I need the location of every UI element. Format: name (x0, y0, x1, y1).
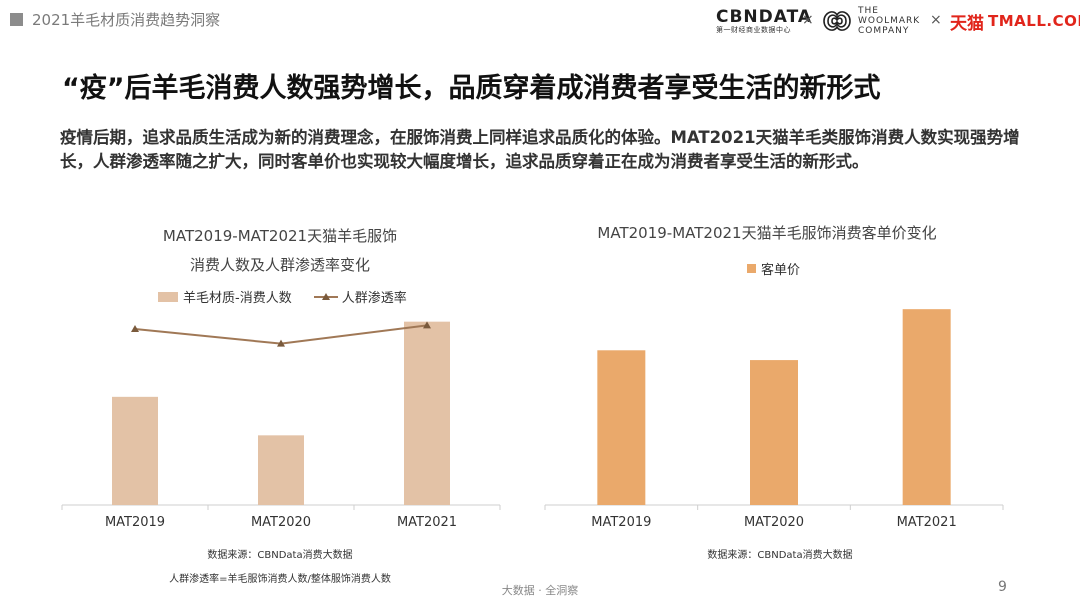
footer-tagline: 大数据 · 全洞察 (501, 584, 579, 597)
legend-bar-swatch (158, 291, 178, 302)
page-summary: 疫情后期，追求品质生活成为新的消费理念，在服饰消费上同样追求品质化的体验。MAT… (60, 128, 1020, 171)
woolmark-line-1: THE (858, 6, 879, 16)
right-chart-legend: 客单价 (747, 259, 800, 278)
legend-square-swatch (747, 264, 756, 273)
legend-item-unit-price: 客单价 (747, 259, 800, 278)
chart-1-x-tick-label: MAT2021 (897, 515, 957, 530)
chart-1-x-tick-label: MAT2019 (591, 515, 651, 530)
left-chart-title-line2: 消费人数及人群渗透率变化 (189, 256, 370, 274)
legend-label-unit-price: 客单价 (761, 263, 801, 278)
chart-0-x-tick-label: MAT2021 (397, 515, 457, 530)
times-separator-2: × (930, 12, 942, 28)
chart-0-x-tick-label: MAT2019 (105, 515, 165, 530)
tmall-logo-en: TMALL.COM (988, 12, 1080, 30)
left-chart-title-line1: MAT2019-MAT2021天猫羊毛服饰 (162, 227, 398, 245)
legend-line-triangle-icon (313, 292, 338, 300)
left-chart-source-note: 数据来源：CBNData消费大数据 (207, 550, 353, 561)
chart-1-bar-MAT2019 (597, 350, 646, 505)
cbndata-logo-subtitle: 第一财经商业数据中心 (716, 26, 791, 34)
chart-1-x-tick-label: MAT2020 (744, 515, 804, 530)
woolmark-line-3: COMPANY (858, 26, 910, 36)
header-square-icon (10, 13, 23, 26)
chart-0-bar-MAT2019 (112, 396, 158, 505)
chart-1-bar-MAT2021 (902, 309, 951, 505)
chart-0-bar-MAT2021 (404, 321, 450, 505)
page-headline: “疫”后羊毛消费人数强势增长，品质穿着成消费者享受生活的新形式 (62, 73, 881, 104)
woolmark-line-2: WOOLMARK (858, 16, 921, 26)
woolmark-logo-text: THE WOOLMARK COMPANY (858, 6, 920, 36)
chart-0-line-point-MAT2021 (423, 321, 431, 329)
chart-1-bar-MAT2020 (750, 360, 798, 505)
tmall-logo-cn: 天猫 (950, 14, 984, 34)
chart-0-x-tick-label: MAT2020 (251, 515, 311, 530)
report-title: 2021羊毛材质消费趋势洞察 (32, 11, 221, 29)
legend-label-penetration: 人群渗透率 (341, 291, 407, 306)
chart-0-bar-MAT2020 (258, 435, 304, 505)
left-chart-definition-note: 人群渗透率=羊毛服饰消费人数/整体服饰消费人数 (169, 574, 391, 585)
right-chart-source-note: 数据来源：CBNData消费大数据 (707, 550, 853, 561)
cbndata-logo: CBNDATA 第一财经商业数据中心 (716, 7, 813, 35)
times-separator-1: × (802, 12, 814, 28)
woolmark-icon (823, 11, 851, 31)
page-number: 9 (998, 579, 1007, 595)
chart-0-line-point-MAT2019 (131, 325, 139, 332)
legend-item-consumers: 羊毛材质-消费人数 (158, 287, 292, 306)
chart-0-line-point-MAT2020 (277, 339, 285, 347)
right-chart-title: MAT2019-MAT2021天猫羊毛服饰消费客单价变化 (597, 224, 937, 242)
cbndata-logo-text: CBNDATA (716, 7, 813, 27)
legend-label-consumers: 羊毛材质-消费人数 (183, 291, 292, 306)
legend-item-penetration: 人群渗透率 (313, 287, 407, 306)
left-chart-legend: 羊毛材质-消费人数 人群渗透率 (158, 287, 407, 306)
